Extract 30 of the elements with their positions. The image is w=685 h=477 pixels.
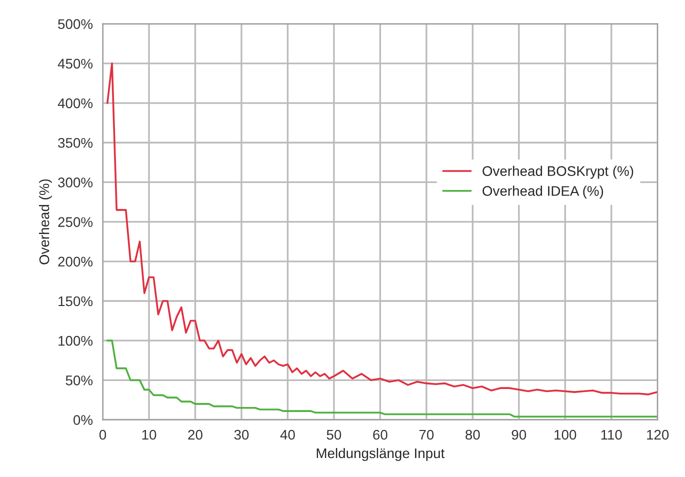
x-tick-label: 30	[234, 430, 249, 440]
y-tick-label: 100%	[58, 336, 93, 346]
x-tick-label: 50	[326, 430, 342, 440]
line-series	[106, 340, 658, 418]
line-series	[106, 62, 658, 396]
x-tick-label: 40	[280, 430, 295, 440]
x-tick-label: 90	[512, 430, 526, 440]
x-tick-label: 70	[419, 430, 434, 440]
y-tick-label: 250%	[58, 217, 93, 227]
x-tick-label: 120	[647, 430, 669, 440]
y-tick-label: 350%	[58, 138, 93, 148]
y-tick-label: 0%	[73, 415, 93, 425]
y-tick-label: 400%	[58, 98, 93, 108]
y-tick-label: 300%	[58, 178, 93, 188]
x-tick-label: 0	[99, 430, 106, 440]
y-tick-label: 450%	[58, 58, 93, 69]
y-tick-label: 200%	[58, 256, 93, 267]
y-tick-label: 150%	[58, 296, 93, 306]
legend-label: Overhead IDEA (%)	[482, 186, 604, 199]
x-tick-label: 80	[466, 430, 480, 440]
x-tick-label: 10	[142, 430, 156, 440]
x-tick-label: 60	[373, 430, 388, 440]
x-tick-label: 20	[188, 430, 202, 440]
x-axis-title: Meldungslänge Input	[316, 448, 445, 461]
y-tick-label: 50%	[66, 376, 93, 386]
y-axis-title: Overhead (%)	[39, 179, 52, 264]
x-tick-label: 110	[601, 430, 622, 440]
y-tick-label: 500%	[58, 19, 93, 30]
x-tick-label: 100	[554, 430, 576, 440]
legend-label: Overhead BOSKrypt (%)	[482, 166, 634, 179]
